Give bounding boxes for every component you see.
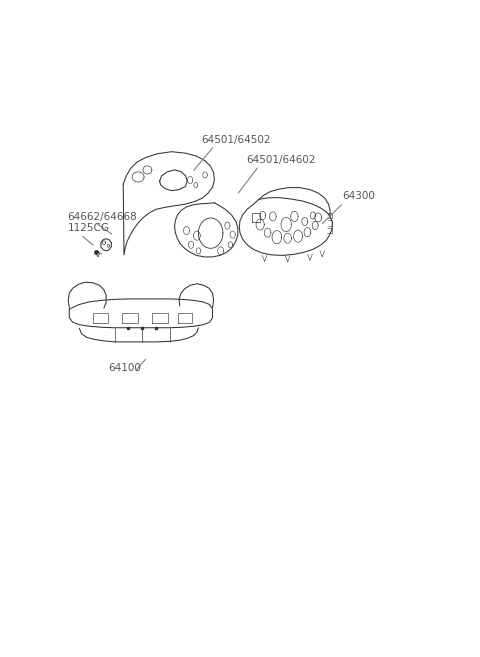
- Text: 64501/64602: 64501/64602: [246, 155, 315, 165]
- Text: 64662/64668: 64662/64668: [67, 212, 137, 221]
- Text: 64100: 64100: [108, 363, 141, 373]
- Text: 64300: 64300: [343, 191, 375, 201]
- Text: 1125CG: 1125CG: [67, 223, 109, 233]
- Text: 64501/64502: 64501/64502: [202, 135, 271, 145]
